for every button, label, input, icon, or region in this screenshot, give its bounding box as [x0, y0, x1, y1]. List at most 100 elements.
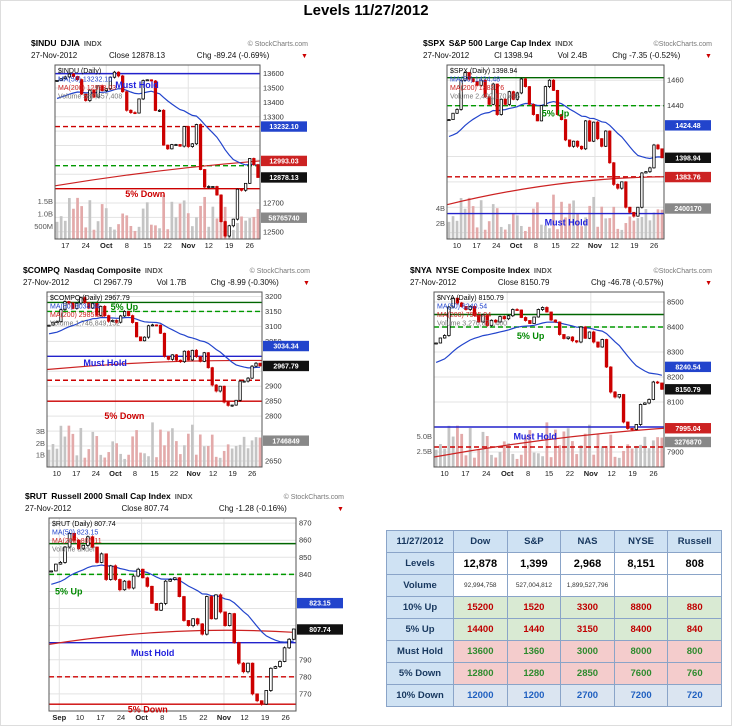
- svg-text:3276870: 3276870: [674, 440, 701, 447]
- row-label: Must Hold: [386, 640, 454, 663]
- table-header-cell: NAS: [560, 530, 615, 553]
- svg-text:10: 10: [453, 241, 461, 250]
- svg-text:1B: 1B: [36, 451, 45, 460]
- svg-text:MA(50) 8240.54: MA(50) 8240.54: [437, 304, 487, 311]
- stockcharts-copyright: ©StockCharts.com: [653, 41, 712, 48]
- svg-text:Volume undef: Volume undef: [52, 547, 95, 554]
- svg-text:26: 26: [650, 241, 658, 250]
- row-value: 1520: [506, 596, 562, 619]
- svg-text:12500: 12500: [263, 227, 284, 236]
- svg-text:5.0B: 5.0B: [417, 432, 432, 441]
- row-value: 8400: [613, 618, 669, 641]
- svg-text:3034.34: 3034.34: [273, 344, 298, 351]
- svg-text:2900: 2900: [265, 382, 282, 391]
- svg-text:24: 24: [482, 469, 490, 478]
- svg-text:8: 8: [125, 241, 129, 250]
- svg-text:Volume 3,276,870,400: Volume 3,276,870,400: [437, 321, 507, 328]
- row-value: 1280: [506, 662, 562, 685]
- row-value: 13600: [453, 640, 508, 663]
- svg-text:19: 19: [630, 241, 638, 250]
- compq-subheader: 27-Nov-2012 Cl 2967.79 Vol 1.7B Chg -8.9…: [21, 277, 312, 289]
- svg-text:Volume 2,400,170,496: Volume 2,400,170,496: [450, 94, 520, 101]
- chart-menu-arrow[interactable]: ▼: [303, 280, 310, 287]
- svg-text:3200: 3200: [265, 292, 282, 301]
- row-value: 12,878: [453, 552, 508, 575]
- svg-text:Must Hold: Must Hold: [131, 648, 175, 658]
- svg-text:17: 17: [72, 469, 80, 478]
- row-value: 2850: [560, 662, 615, 685]
- chart-indu: $INDU DJIA INDX © StockCharts.com 27-Nov…: [29, 38, 310, 252]
- row-value: 8800: [613, 596, 669, 619]
- row-value: 1360: [506, 640, 562, 663]
- table-row: 10% Down 12000 1200 2700 7200 720: [386, 684, 722, 707]
- svg-text:770: 770: [299, 689, 312, 698]
- nya-name: NYSE Composite Index: [435, 265, 530, 275]
- svg-text:MA(200) 12993.03: MA(200) 12993.03: [58, 85, 116, 92]
- svg-text:Oct: Oct: [135, 713, 148, 722]
- compq-exchange: INDX: [144, 266, 163, 275]
- table-row: 5% Up 14400 1440 3150 8400 840: [386, 618, 722, 641]
- row-value: 880: [667, 596, 722, 619]
- table-header-cell: Russell: [667, 530, 722, 553]
- svg-text:Nov: Nov: [217, 713, 232, 722]
- row-value: 3000: [560, 640, 615, 663]
- chart-menu-arrow[interactable]: ▼: [705, 280, 712, 287]
- svg-text:8: 8: [160, 713, 164, 722]
- svg-text:790: 790: [299, 655, 312, 664]
- svg-text:Must Hold: Must Hold: [513, 432, 557, 442]
- svg-text:5% Up: 5% Up: [55, 586, 83, 596]
- svg-text:500M: 500M: [34, 222, 53, 231]
- chart-menu-arrow[interactable]: ▼: [705, 53, 712, 60]
- indu-plot: 1360013500134001330012700126001250013232…: [29, 62, 308, 250]
- nya-change: Chg -46.78 (-0.57%): [591, 278, 664, 287]
- table-row: Must Hold 13600 1360 3000 8000 800: [386, 640, 722, 663]
- table-header-cell: 11/27/2012: [386, 530, 454, 553]
- svg-text:860: 860: [299, 536, 312, 545]
- svg-text:Nov: Nov: [181, 241, 196, 250]
- row-value: 840: [667, 618, 722, 641]
- compq-change: Chg -8.99 (-0.30%): [210, 278, 279, 287]
- compq-header: $COMPQ Nasdaq Composite INDX © StockChar…: [21, 265, 312, 277]
- svg-text:Volume 587,657,408: Volume 587,657,408: [58, 94, 122, 101]
- svg-text:2800: 2800: [265, 412, 282, 421]
- svg-text:8150.79: 8150.79: [675, 387, 700, 394]
- row-value: 527,004,812: [506, 574, 562, 597]
- row-label: 5% Down: [386, 662, 454, 685]
- svg-text:13600: 13600: [263, 69, 284, 78]
- row-value: 3150: [560, 618, 615, 641]
- chart-menu-arrow[interactable]: ▼: [301, 53, 308, 60]
- svg-text:10: 10: [440, 469, 448, 478]
- row-value: 92,994,758: [453, 574, 508, 597]
- svg-text:8: 8: [534, 241, 538, 250]
- svg-text:22: 22: [164, 241, 172, 250]
- nya-close: Close 8150.79: [497, 278, 550, 287]
- svg-text:3B: 3B: [36, 427, 45, 436]
- row-value: 8000: [613, 640, 669, 663]
- svg-text:26: 26: [649, 469, 657, 478]
- svg-text:17: 17: [472, 241, 480, 250]
- chart-menu-arrow[interactable]: ▼: [337, 506, 344, 513]
- svg-text:12993.03: 12993.03: [269, 159, 298, 166]
- row-value: 7200: [613, 684, 669, 707]
- compq-volume: Vol 1.7B: [156, 278, 187, 287]
- row-value: 3300: [560, 596, 615, 619]
- svg-text:$COMPQ (Daily) 2967.79: $COMPQ (Daily) 2967.79: [50, 295, 130, 302]
- chart-nya: $NYA NYSE Composite Index INDX ©StockCha…: [408, 265, 714, 480]
- svg-text:850: 850: [299, 553, 312, 562]
- svg-text:8300: 8300: [667, 348, 684, 357]
- row-value: 12800: [453, 662, 508, 685]
- row-value: 808: [667, 552, 722, 575]
- table-row: Levels 12,878 1,399 2,968 8,151 808: [386, 552, 722, 575]
- svg-text:MA(50) 13232.10: MA(50) 13232.10: [58, 77, 112, 84]
- svg-text:15: 15: [551, 241, 559, 250]
- rut-date: 27-Nov-2012: [25, 504, 72, 513]
- table-row: Volume 92,994,758 527,004,812 1,899,527,796: [386, 574, 722, 597]
- svg-text:1440: 1440: [667, 101, 684, 110]
- svg-text:5% Up: 5% Up: [111, 302, 139, 312]
- spx-header: $SPX S&P 500 Large Cap Index INDX ©Stock…: [421, 38, 714, 50]
- svg-text:7995.04: 7995.04: [675, 426, 700, 433]
- spx-exchange: INDX: [555, 39, 574, 48]
- svg-text:22: 22: [571, 241, 579, 250]
- svg-text:$RUT (Daily) 807.74: $RUT (Daily) 807.74: [52, 521, 116, 528]
